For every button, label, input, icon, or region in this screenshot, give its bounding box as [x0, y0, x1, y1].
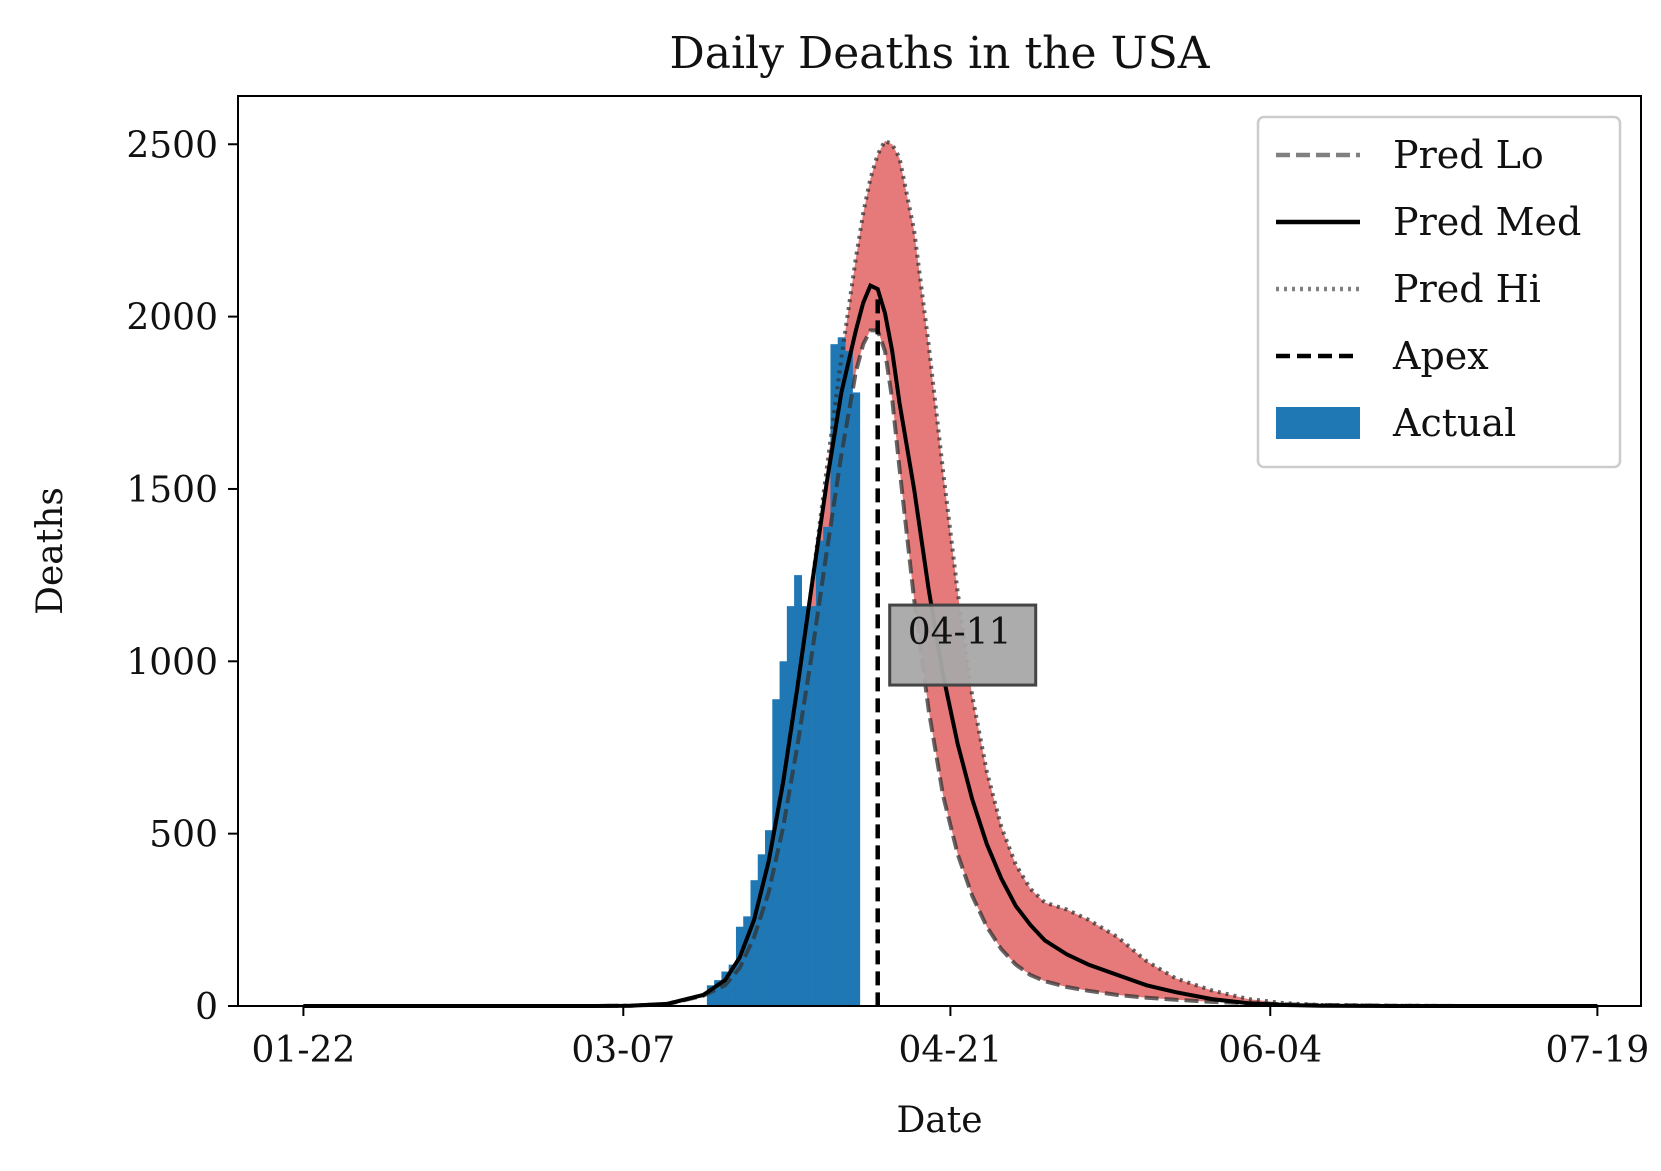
bar-actual [823, 526, 832, 1006]
bar-actual [706, 985, 715, 1006]
y-axis-label: Deaths [30, 487, 71, 615]
bar-actual [801, 606, 810, 1006]
y-tick-label: 2500 [126, 125, 218, 166]
y-tick-label: 0 [195, 987, 218, 1028]
bar-actual [765, 830, 773, 1006]
y-tick-label: 2000 [126, 298, 218, 339]
chart-title: Daily Deaths in the USA [669, 28, 1210, 79]
bar-actual [794, 575, 802, 1006]
y-tick-label: 1000 [126, 642, 218, 683]
line-pred-med [303, 282, 1598, 1008]
apex-label-box [888, 603, 1038, 687]
x-tick-label: 04-21 [899, 1030, 1003, 1071]
plot-area [303, 138, 1598, 1008]
legend-label: Apex [1392, 334, 1489, 378]
legend-swatch-actual [1276, 407, 1360, 439]
bar-actual [815, 540, 824, 1006]
bar-actual [852, 392, 861, 1006]
x-tick-label: 07-19 [1545, 1030, 1649, 1071]
legend-label: Pred Lo [1393, 133, 1544, 177]
legend-box [1256, 115, 1622, 469]
x-tick-label: 03-07 [571, 1030, 675, 1071]
bar-actual [808, 606, 817, 1006]
bar-actual [750, 880, 759, 1006]
plot-frame [237, 95, 1642, 1007]
x-tick-label: 06-04 [1218, 1030, 1322, 1071]
apex-label: 04-11 [908, 612, 1012, 653]
legend-label: Pred Hi [1393, 267, 1541, 311]
bar-actual [757, 854, 766, 1006]
axes-ticks: 01-22 03-07 04-21 06-04 07-19 0 500 1000 1500 200… [126, 125, 1649, 1071]
apex-annotation: 04-11 [888, 603, 1038, 687]
bar-actual [728, 964, 737, 1006]
bar-actual [743, 916, 752, 1006]
bar-actual [714, 980, 723, 1006]
y-tick-label: 500 [149, 815, 218, 856]
x-tick-label: 01-22 [252, 1030, 356, 1071]
bar-actual [830, 344, 839, 1006]
legend-label: Pred Med [1393, 200, 1581, 244]
bar-actual [837, 337, 846, 1006]
bar-actual [786, 606, 795, 1006]
y-tick-label: 1500 [126, 470, 218, 511]
line-pred-lo [303, 328, 1598, 1008]
legend-label: Actual [1392, 401, 1516, 445]
bar-actual [721, 971, 730, 1006]
prediction-band [303, 140, 1598, 1007]
bar-actual [845, 351, 853, 1007]
x-axis-label: Date [896, 1100, 982, 1141]
legend: Pred Lo Pred Med Pred Hi Apex Actual [1256, 115, 1622, 469]
